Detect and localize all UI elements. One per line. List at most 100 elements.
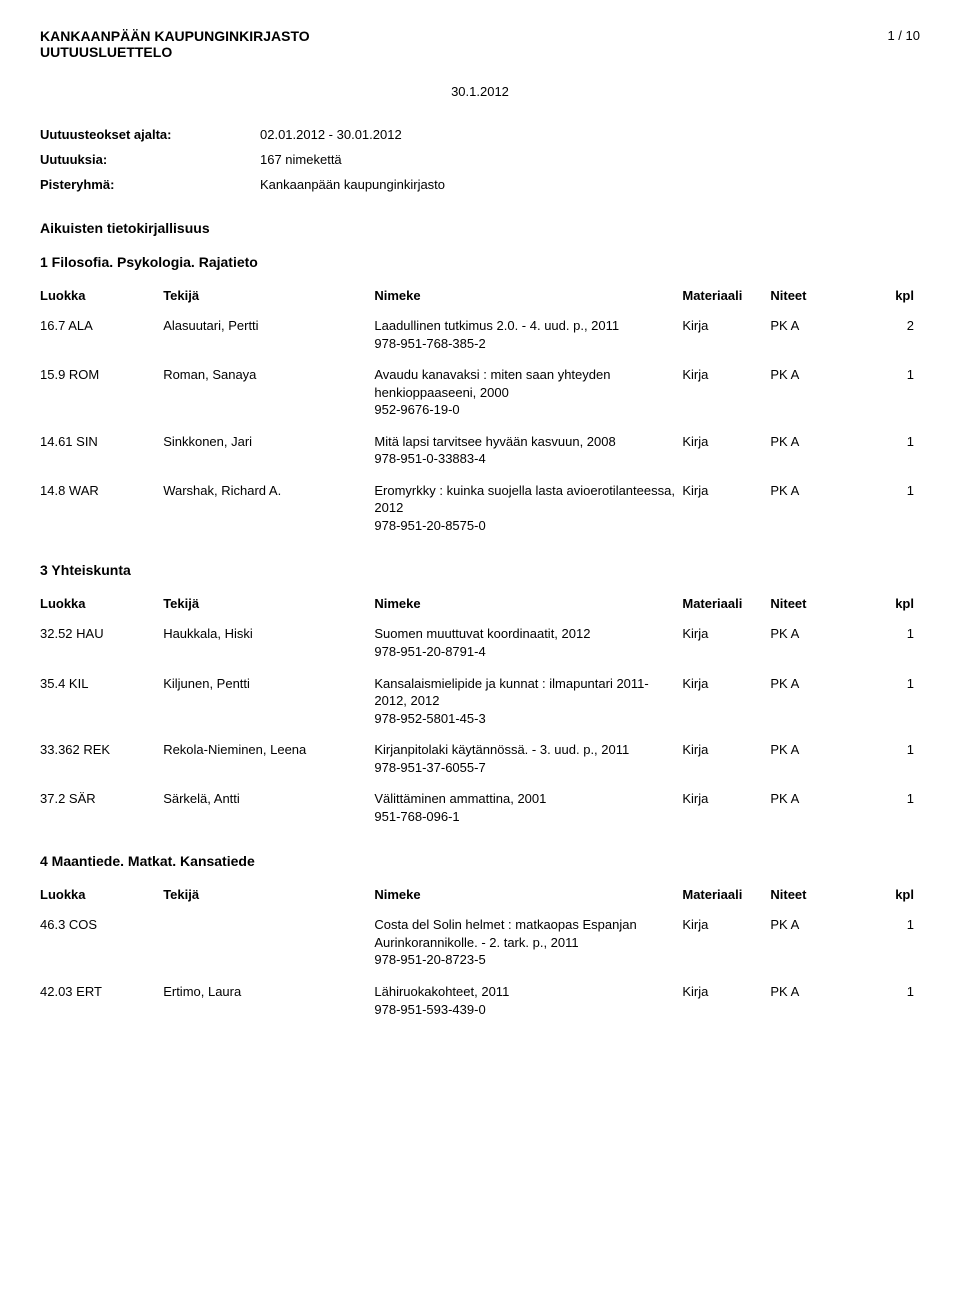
cell-niteet: PK A	[770, 671, 858, 738]
table-row: 15.9 ROMRoman, SanayaAvaudu kanavaksi : …	[40, 362, 920, 429]
col-kpl: kpl	[858, 592, 920, 621]
meta-row: Pisteryhmä: Kankaanpään kaupunginkirjast…	[40, 177, 920, 192]
col-luokka: Luokka	[40, 284, 163, 313]
col-tekija: Tekijä	[163, 284, 374, 313]
col-kpl: kpl	[858, 883, 920, 912]
cell-kpl: 1	[858, 979, 920, 1028]
col-kpl: kpl	[858, 284, 920, 313]
subsection-title: 4 Maantiede. Matkat. Kansatiede	[40, 853, 920, 869]
cell-kpl: 1	[858, 671, 920, 738]
cell-nimeke: Avaudu kanavaksi : miten saan yhteyden h…	[374, 362, 682, 429]
cell-nimeke: Costa del Solin helmet : matkaopas Espan…	[374, 912, 682, 979]
meta-value: 167 nimekettä	[260, 152, 342, 167]
header-titles: KANKAANPÄÄN KAUPUNGINKIRJASTO UUTUUSLUET…	[40, 28, 310, 60]
cell-materiaali: Kirja	[682, 621, 770, 670]
cell-luokka: 33.362 REK	[40, 737, 163, 786]
col-nimeke: Nimeke	[374, 883, 682, 912]
cell-tekija: Särkelä, Antti	[163, 786, 374, 835]
table-row: 14.61 SINSinkkonen, JariMitä lapsi tarvi…	[40, 429, 920, 478]
cell-niteet: PK A	[770, 737, 858, 786]
cell-kpl: 1	[858, 912, 920, 979]
col-nimeke: Nimeke	[374, 592, 682, 621]
cell-niteet: PK A	[770, 912, 858, 979]
cell-nimeke: Suomen muuttuvat koordinaatit, 2012 978-…	[374, 621, 682, 670]
col-luokka: Luokka	[40, 592, 163, 621]
table-row: 33.362 REKRekola-Nieminen, LeenaKirjanpi…	[40, 737, 920, 786]
meta-value: Kankaanpään kaupunginkirjasto	[260, 177, 445, 192]
sections-container: 1 Filosofia. Psykologia. Rajatieto Luokka…	[40, 254, 920, 1028]
cell-tekija: Kiljunen, Pentti	[163, 671, 374, 738]
cell-tekija: Ertimo, Laura	[163, 979, 374, 1028]
cell-tekija: Roman, Sanaya	[163, 362, 374, 429]
cell-tekija: Rekola-Nieminen, Leena	[163, 737, 374, 786]
cell-kpl: 1	[858, 478, 920, 545]
col-tekija: Tekijä	[163, 883, 374, 912]
meta-row: Uutuuksia: 167 nimekettä	[40, 152, 920, 167]
cell-luokka: 46.3 COS	[40, 912, 163, 979]
report-date: 30.1.2012	[40, 84, 920, 99]
table-row: 16.7 ALAAlasuutari, PerttiLaadullinen tu…	[40, 313, 920, 362]
page-number: 1 / 10	[887, 28, 920, 43]
cell-materiaali: Kirja	[682, 313, 770, 362]
table-row: 46.3 COS Costa del Solin helmet : matkaop…	[40, 912, 920, 979]
col-nimeke: Nimeke	[374, 284, 682, 313]
cell-niteet: PK A	[770, 786, 858, 835]
cell-luokka: 35.4 KIL	[40, 671, 163, 738]
cell-materiaali: Kirja	[682, 737, 770, 786]
table-row: 37.2 SÄRSärkelä, AnttiVälittäminen ammat…	[40, 786, 920, 835]
listing-table: LuokkaTekijäNimekeMateriaaliNiteetkpl46.…	[40, 883, 920, 1028]
cell-tekija: Warshak, Richard A.	[163, 478, 374, 545]
cell-kpl: 2	[858, 313, 920, 362]
cell-tekija: Sinkkonen, Jari	[163, 429, 374, 478]
cell-tekija	[163, 912, 374, 979]
cell-materiaali: Kirja	[682, 912, 770, 979]
cell-luokka: 15.9 ROM	[40, 362, 163, 429]
meta-label: Uutuuksia:	[40, 152, 260, 167]
meta-block: Uutuusteokset ajalta: 02.01.2012 - 30.01…	[40, 127, 920, 192]
cell-niteet: PK A	[770, 979, 858, 1028]
cell-materiaali: Kirja	[682, 429, 770, 478]
cell-niteet: PK A	[770, 313, 858, 362]
table-row: 32.52 HAUHaukkala, HiskiSuomen muuttuvat…	[40, 621, 920, 670]
table-row: 35.4 KILKiljunen, PenttiKansalaismielipi…	[40, 671, 920, 738]
cell-nimeke: Mitä lapsi tarvitsee hyvään kasvuun, 200…	[374, 429, 682, 478]
cell-luokka: 14.8 WAR	[40, 478, 163, 545]
cell-materiaali: Kirja	[682, 671, 770, 738]
org-title: KANKAANPÄÄN KAUPUNGINKIRJASTO	[40, 28, 310, 44]
cell-luokka: 14.61 SIN	[40, 429, 163, 478]
table-row: 42.03 ERTErtimo, LauraLähiruokakohteet, …	[40, 979, 920, 1028]
meta-row: Uutuusteokset ajalta: 02.01.2012 - 30.01…	[40, 127, 920, 142]
col-materiaali: Materiaali	[682, 592, 770, 621]
cell-nimeke: Eromyrkky : kuinka suojella lasta avioer…	[374, 478, 682, 545]
cell-niteet: PK A	[770, 429, 858, 478]
col-materiaali: Materiaali	[682, 883, 770, 912]
cell-nimeke: Lähiruokakohteet, 2011 978-951-593-439-0	[374, 979, 682, 1028]
cell-kpl: 1	[858, 737, 920, 786]
table-row: 14.8 WARWarshak, Richard A.Eromyrkky : k…	[40, 478, 920, 545]
meta-label: Uutuusteokset ajalta:	[40, 127, 260, 142]
cell-kpl: 1	[858, 621, 920, 670]
col-tekija: Tekijä	[163, 592, 374, 621]
subsection-title: 3 Yhteiskunta	[40, 562, 920, 578]
cell-nimeke: Kansalaismielipide ja kunnat : ilmapunta…	[374, 671, 682, 738]
listing-table: LuokkaTekijäNimekeMateriaaliNiteetkpl32.…	[40, 592, 920, 835]
cell-tekija: Alasuutari, Pertti	[163, 313, 374, 362]
col-niteet: Niteet	[770, 284, 858, 313]
cell-nimeke: Laadullinen tutkimus 2.0. - 4. uud. p., …	[374, 313, 682, 362]
subsection-title: 1 Filosofia. Psykologia. Rajatieto	[40, 254, 920, 270]
cell-luokka: 37.2 SÄR	[40, 786, 163, 835]
cell-kpl: 1	[858, 786, 920, 835]
cell-niteet: PK A	[770, 621, 858, 670]
cell-materiaali: Kirja	[682, 979, 770, 1028]
cell-nimeke: Välittäminen ammattina, 2001 951-768-096…	[374, 786, 682, 835]
cell-nimeke: Kirjanpitolaki käytännössä. - 3. uud. p.…	[374, 737, 682, 786]
page-header: KANKAANPÄÄN KAUPUNGINKIRJASTO UUTUUSLUET…	[40, 28, 920, 60]
cell-materiaali: Kirja	[682, 362, 770, 429]
list-title: UUTUUSLUETTELO	[40, 44, 310, 60]
listing-table: LuokkaTekijäNimekeMateriaaliNiteetkpl16.…	[40, 284, 920, 544]
cell-kpl: 1	[858, 362, 920, 429]
cell-materiaali: Kirja	[682, 478, 770, 545]
top-section-title: Aikuisten tietokirjallisuus	[40, 220, 920, 236]
col-niteet: Niteet	[770, 592, 858, 621]
col-niteet: Niteet	[770, 883, 858, 912]
